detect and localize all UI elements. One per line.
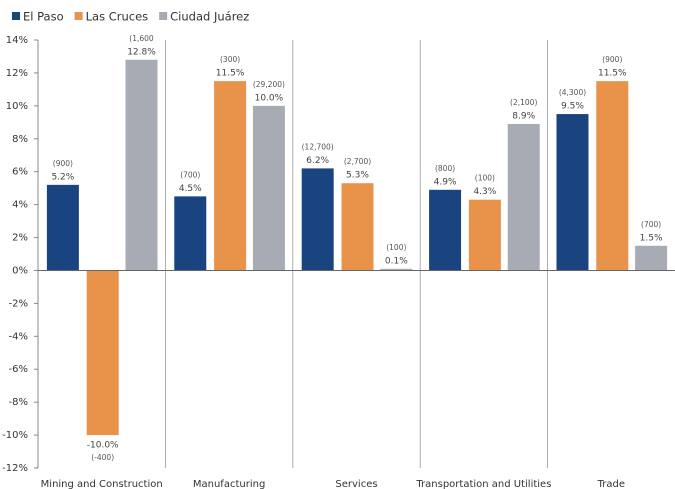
value-label: 5.3% [346, 171, 369, 181]
x-tick-label: Trade [597, 479, 625, 489]
legend-label: El Paso [23, 10, 64, 24]
count-label: (12,700) [302, 142, 334, 151]
y-tick-label: 0% [12, 265, 28, 276]
bar [86, 270, 119, 436]
y-tick-label: -12% [2, 463, 28, 474]
value-label: -10.0% [87, 441, 119, 451]
bar [380, 268, 413, 271]
y-tick-label: -8% [9, 397, 28, 408]
y-tick-label: 8% [12, 134, 28, 145]
bar [252, 105, 285, 271]
count-label: (100) [386, 243, 406, 252]
bar [341, 183, 374, 271]
y-tick-label: 4% [12, 200, 28, 211]
y-tick-label: 14% [6, 35, 28, 46]
x-tick-label: Transportation and Utilities [415, 479, 551, 489]
count-label: (700) [180, 170, 200, 179]
count-label: (100) [475, 174, 495, 183]
bar [468, 199, 501, 271]
count-label: (300) [220, 55, 240, 64]
count-label: (2,100) [510, 98, 537, 107]
value-label: 6.2% [306, 156, 329, 166]
bar [125, 59, 158, 271]
count-label: (1,600 [129, 34, 154, 43]
y-tick-label: 6% [12, 167, 28, 178]
y-tick-label: 2% [12, 233, 28, 244]
count-label: (-400) [91, 453, 114, 462]
y-tick-label: 12% [6, 68, 28, 79]
legend-swatch [12, 12, 20, 20]
value-label: 11.5% [598, 69, 627, 79]
bar [214, 81, 247, 271]
legend-swatch [159, 12, 168, 20]
legend-label: Las Cruces [86, 10, 149, 24]
value-label: 4.9% [434, 177, 457, 187]
value-label: 1.5% [640, 233, 663, 243]
count-label: (900) [53, 159, 73, 168]
value-label: 12.8% [127, 47, 156, 57]
bar [635, 245, 668, 271]
x-tick-label: Services [335, 479, 377, 489]
bar [46, 184, 79, 271]
value-label: 10.0% [255, 93, 284, 103]
bar [556, 114, 589, 271]
y-tick-label: 10% [6, 101, 28, 112]
bar [596, 81, 629, 271]
x-tick-label: Manufacturing [193, 479, 265, 489]
count-label: (4,300) [559, 88, 586, 97]
value-label: 4.5% [179, 184, 202, 194]
bar [429, 189, 462, 271]
bar [507, 123, 540, 271]
count-label: (900) [602, 55, 622, 64]
count-label: (2,700) [344, 157, 371, 166]
bar [174, 196, 207, 271]
bar [301, 168, 334, 271]
value-label: 5.2% [51, 172, 74, 182]
y-tick-label: -6% [9, 364, 28, 375]
y-tick-label: -10% [2, 430, 28, 441]
y-tick-label: -4% [9, 331, 28, 342]
count-label: (800) [435, 164, 455, 173]
y-tick-label: -2% [9, 298, 28, 309]
value-label: 11.5% [216, 69, 245, 79]
count-label: (29,200) [253, 80, 285, 89]
legend-label: Ciudad Juárez [170, 10, 249, 24]
value-label: 9.5% [561, 102, 584, 112]
value-label: 4.3% [473, 187, 496, 197]
x-tick-label: Mining and Construction [41, 479, 163, 489]
value-label: 8.9% [512, 111, 535, 121]
count-label: (700) [641, 220, 661, 229]
legend-swatch [74, 12, 83, 20]
value-label: 0.1% [385, 256, 408, 266]
